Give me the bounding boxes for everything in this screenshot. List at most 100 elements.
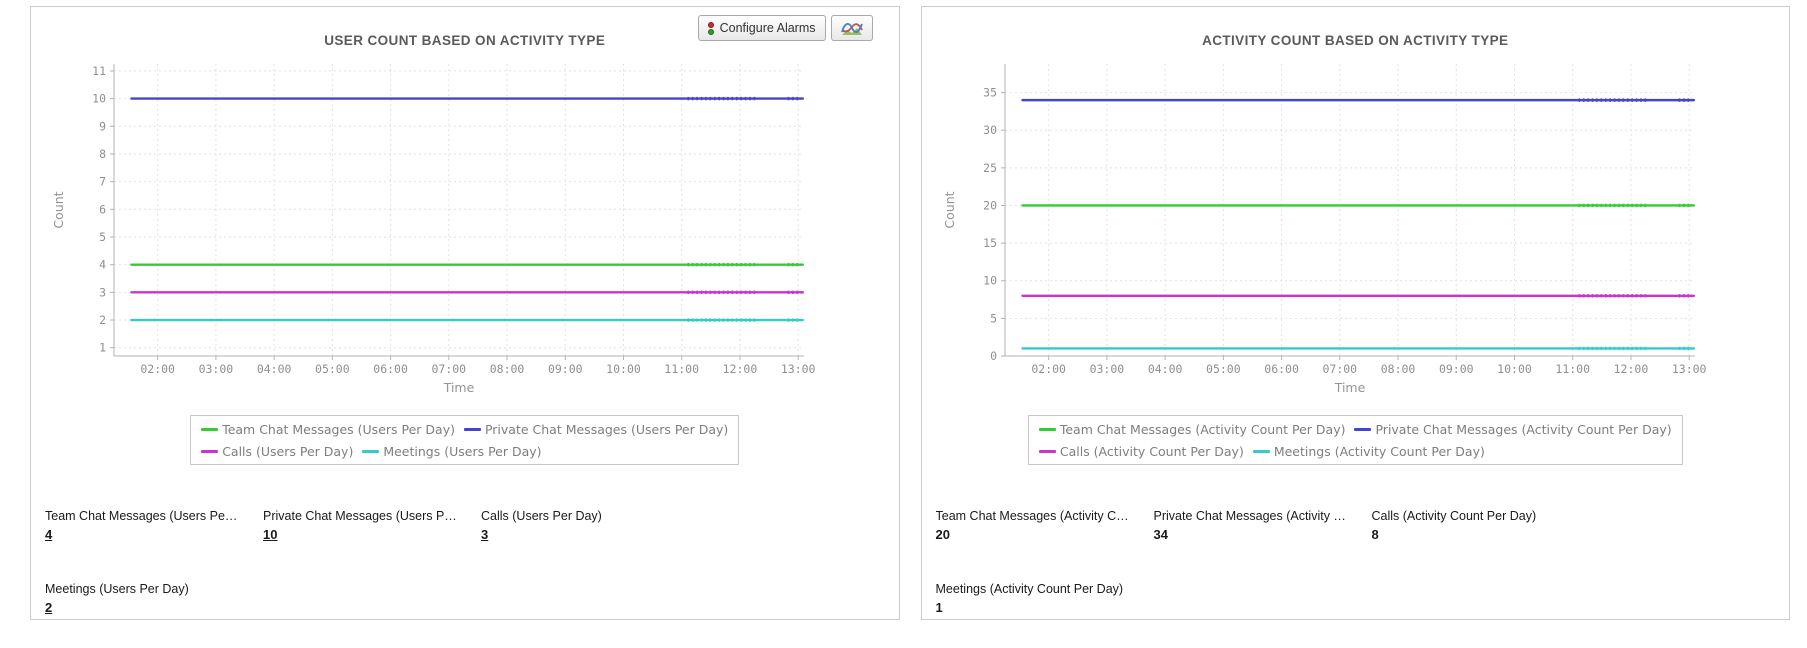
stat-label: Team Chat Messages (Users Pe… [45, 509, 238, 523]
y-tick-label: 35 [983, 86, 997, 100]
x-axis-title: Time [1333, 380, 1365, 395]
stat-item: Meetings (Users Per Day) 2 [45, 582, 263, 617]
legend-wrap: Team Chat Messages (Users Per Day) Privat… [31, 415, 899, 465]
stat-label: Private Chat Messages (Users P… [263, 509, 457, 523]
y-tick-label: 7 [99, 175, 106, 189]
stat-value-link[interactable]: 10 [263, 527, 278, 542]
chart-title: ACTIVITY COUNT BASED ON ACTIVITY TYPE [1202, 33, 1509, 48]
stat-value-link[interactable]: 3 [481, 527, 489, 542]
chart-title: USER COUNT BASED ON ACTIVITY TYPE [324, 33, 606, 48]
stat-label: Calls (Activity Count Per Day) [1371, 509, 1537, 523]
legend-item: Team Chat Messages (Activity Count Per D… [1038, 421, 1346, 437]
legend-label: Meetings (Activity Count Per Day) [1273, 443, 1485, 459]
legend-item: Calls (Activity Count Per Day) [1038, 443, 1244, 459]
y-tick-label: 5 [990, 311, 997, 325]
stats-grid: Team Chat Messages (Activity C… 20 Priva… [936, 509, 1776, 617]
x-tick-label: 05:00 [315, 362, 350, 376]
y-tick-label: 6 [99, 202, 106, 216]
legend-row: Calls (Activity Count Per Day) Meetings (… [1038, 440, 1672, 462]
stat-value-link[interactable]: 4 [45, 527, 53, 542]
legend-row: Calls (Users Per Day) Meetings (Users Per… [201, 440, 728, 462]
x-tick-label: 09:00 [1438, 362, 1473, 376]
y-tick-label: 1 [99, 341, 106, 355]
stat-item: Meetings (Activity Count Per Day) 1 [936, 582, 1154, 617]
stat-value-link[interactable]: 1 [935, 600, 943, 615]
legend-swatch [1038, 427, 1056, 431]
y-tick-label: 10 [983, 274, 997, 288]
legend-label: Private Chat Messages (Activity Count Pe… [1375, 421, 1672, 437]
stat-value-link[interactable]: 8 [1371, 527, 1379, 542]
legend-swatch [201, 427, 219, 431]
legend-label: Team Chat Messages (Activity Count Per D… [1059, 421, 1346, 437]
stat-value-link[interactable]: 20 [935, 527, 950, 542]
x-tick-label: 06:00 [373, 362, 408, 376]
x-tick-label: 12:00 [1613, 362, 1648, 376]
stat-item: Calls (Activity Count Per Day) 8 [1372, 509, 1590, 544]
y-tick-label: 30 [983, 123, 997, 137]
panel-user-count: Configure Alarms USER COUNT BASED ON ACT… [30, 6, 900, 620]
stat-label: Private Chat Messages (Activity … [1153, 509, 1346, 523]
traffic-light-icon [707, 21, 714, 35]
x-tick-label: 05:00 [1206, 362, 1241, 376]
x-tick-label: 09:00 [548, 362, 583, 376]
legend-label: Calls (Users Per Day) [222, 443, 354, 459]
legend-swatch [1038, 449, 1056, 453]
x-axis-title: Time [443, 380, 475, 395]
stat-label: Team Chat Messages (Activity C… [935, 509, 1129, 523]
y-tick-label: 20 [983, 198, 997, 212]
x-tick-label: 07:00 [1322, 362, 1357, 376]
legend-item: Private Chat Messages (Activity Count Pe… [1354, 421, 1672, 437]
y-tick-label: 3 [99, 285, 106, 299]
stat-item: Private Chat Messages (Activity … 34 [1154, 509, 1372, 544]
line-chart: 0 5 10 15 20 25 30 35 02:00 03:00 04:00 05:00 06:00 0… [942, 64, 1706, 395]
legend-row: Team Chat Messages (Activity Count Per D… [1038, 418, 1672, 440]
chart-area: 0 5 10 15 20 25 30 35 02:00 03:00 04:00 05:00 06:00 0… [940, 54, 1790, 399]
legend-label: Calls (Activity Count Per Day) [1059, 443, 1244, 459]
legend-item: Team Chat Messages (Users Per Day) [201, 422, 455, 437]
y-tick-label: 0 [990, 349, 997, 363]
legend-row: Team Chat Messages (Users Per Day) Privat… [201, 418, 728, 440]
x-tick-label: 03:00 [199, 362, 234, 376]
stat-value-link[interactable]: 2 [45, 600, 53, 615]
legend-label: Team Chat Messages (Users Per Day) [222, 421, 455, 437]
legend-swatch [1252, 449, 1270, 453]
legend-item: Calls (Users Per Day) [201, 444, 353, 459]
panel-toolbar: Configure Alarms [697, 15, 873, 41]
x-tick-label: 10:00 [1497, 362, 1532, 376]
stat-label: Meetings (Users Per Day) [45, 582, 189, 596]
line-chart: 1 2 3 4 5 6 7 8 9 10 11 02:00 03:00 04:00 05:00 06:00 07… [51, 64, 816, 395]
stat-item: Team Chat Messages (Users Pe… 4 [45, 509, 263, 544]
x-tick-label: 03:00 [1089, 362, 1124, 376]
chart-legend: Team Chat Messages (Users Per Day) Privat… [190, 415, 740, 465]
x-tick-label: 08:00 [1380, 362, 1415, 376]
y-tick-label: 9 [99, 119, 106, 133]
y-axis-title: Count [51, 191, 66, 228]
x-tick-label: 02:00 [1031, 362, 1066, 376]
stat-value-link[interactable]: 34 [1153, 527, 1168, 542]
legend-item: Private Chat Messages (Users Per Day) [463, 422, 728, 437]
line-chart-icon [840, 22, 863, 35]
y-tick-label: 2 [99, 313, 106, 327]
x-tick-label: 07:00 [431, 362, 466, 376]
legend-swatch [1354, 427, 1372, 431]
x-tick-label: 08:00 [490, 362, 525, 376]
legend-swatch [463, 427, 481, 431]
legend-item: Meetings (Users Per Day) [362, 444, 542, 459]
chart-type-button[interactable] [830, 15, 873, 41]
stat-item: Private Chat Messages (Users P… 10 [263, 509, 481, 544]
y-tick-label: 5 [99, 230, 106, 244]
y-tick-label: 8 [99, 147, 106, 161]
legend-item: Meetings (Activity Count Per Day) [1252, 443, 1485, 459]
x-tick-label: 02:00 [140, 362, 175, 376]
legend-wrap: Team Chat Messages (Activity Count Per D… [922, 415, 1790, 465]
x-tick-label: 04:00 [257, 362, 292, 376]
x-tick-label: 13:00 [1671, 362, 1706, 376]
configure-alarms-button[interactable]: Configure Alarms [697, 15, 826, 41]
configure-alarms-label: Configure Alarms [719, 21, 816, 35]
x-tick-label: 11:00 [664, 362, 699, 376]
x-tick-label: 04:00 [1147, 362, 1182, 376]
x-tick-label: 12:00 [723, 362, 758, 376]
stat-item: Team Chat Messages (Activity C… 20 [936, 509, 1154, 544]
